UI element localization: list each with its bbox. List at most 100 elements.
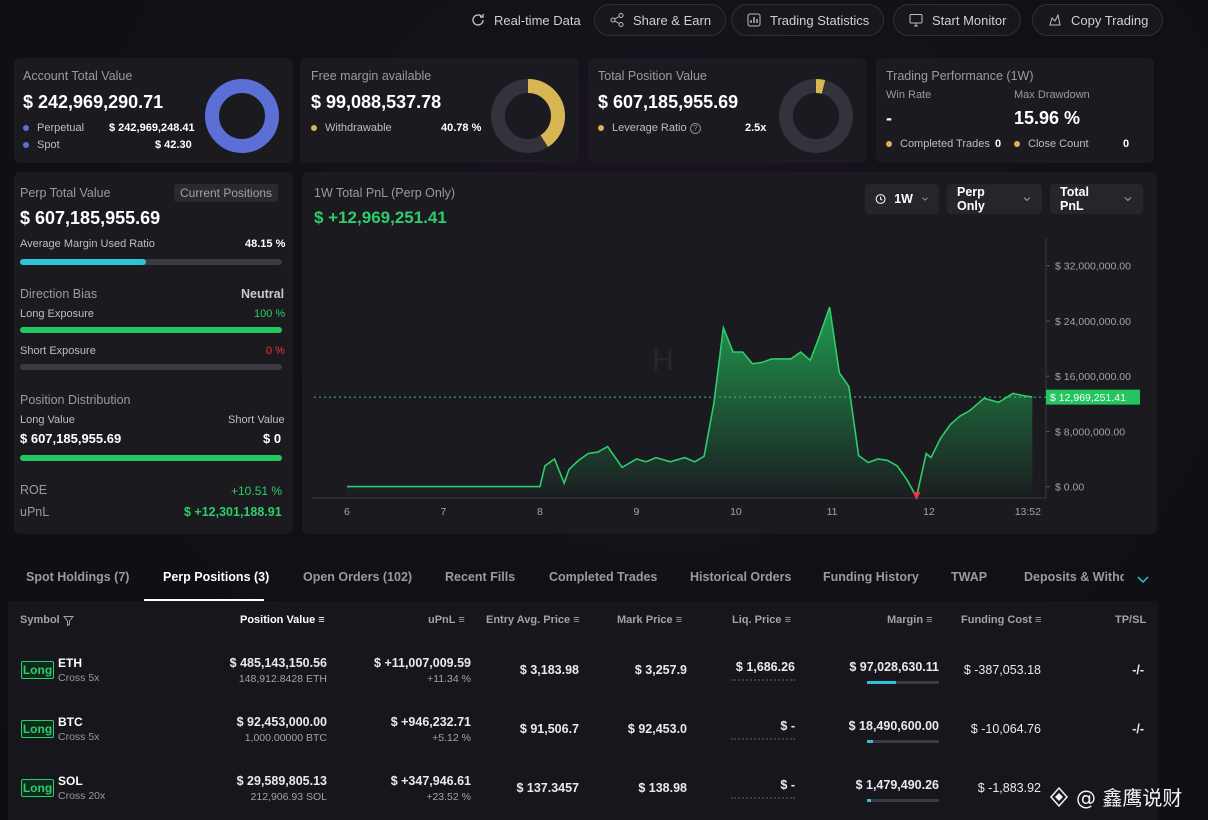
header-position-value[interactable]: Position Value ≡ [240, 614, 325, 626]
long-value: $ 607,185,955.69 [20, 431, 122, 446]
chevron-down-icon [1023, 197, 1031, 202]
tab-spot-holdings[interactable]: Spot Holdings (7) [26, 570, 130, 584]
win-rate-label: Win Rate [886, 89, 932, 101]
liq-distance-bar [731, 796, 795, 799]
header-upnl[interactable]: uPnL ≡ [428, 614, 465, 626]
period-select[interactable]: 1W [865, 184, 939, 214]
symbol: ETH [58, 656, 82, 670]
table-row[interactable]: Long SOL Cross 20x $ 29,589,805.13 212,9… [8, 759, 1158, 819]
sort-icon: ≡ [1034, 614, 1042, 626]
position-size: 212,906.93 SOL [250, 791, 327, 803]
start-monitor-button[interactable]: Start Monitor [893, 4, 1022, 36]
close-count-value: 0 [1123, 138, 1130, 150]
copy-trading-icon [1049, 13, 1061, 26]
perp-total-label: Perp Total Value [20, 186, 111, 200]
margin-ratio-bar [20, 259, 282, 265]
copy-trading-button[interactable]: Copy Trading [1032, 4, 1164, 36]
tab-open-orders[interactable]: Open Orders (102) [303, 570, 413, 584]
chevron-down-icon[interactable] [1136, 572, 1150, 586]
completed-trades-value: 0 [995, 138, 1002, 150]
x-tick-label: 12 [923, 506, 935, 518]
tab-twap[interactable]: TWAP [951, 570, 988, 584]
tpsl[interactable]: -/- [1132, 663, 1144, 677]
active-tab-indicator [144, 599, 264, 601]
chevron-down-icon [922, 197, 928, 201]
short-exposure-label: Short Exposure [20, 345, 96, 357]
position-donut-chart [779, 79, 853, 153]
table-row[interactable]: Long BTC Cross 5x $ 92,453,000.00 1,000.… [8, 700, 1158, 760]
header-symbol[interactable]: Symbol [20, 614, 74, 626]
margin-mode: Cross 20x [58, 790, 106, 802]
x-tick-label: 6 [344, 506, 350, 518]
sort-icon: ≡ [926, 614, 933, 626]
mark-price: $ 92,453.0 [627, 722, 687, 736]
header-margin[interactable]: Margin ≡ [887, 614, 933, 626]
x-tick-label: 7 [440, 506, 446, 518]
x-tick-label: 9 [634, 506, 640, 518]
tab-deposits-withdrawals[interactable]: Deposits & Withd [1024, 570, 1124, 584]
tab-recent-fills[interactable]: Recent Fills [445, 570, 516, 584]
sort-icon: ≡ [573, 614, 580, 626]
perp-summary-panel: Perp Total Value Current Positions $ 607… [14, 172, 293, 534]
position-size: 148,912.8428 ETH [238, 673, 327, 685]
x-tick-label: 11 [827, 506, 838, 518]
metric-select-label: Total PnL [1060, 185, 1089, 213]
account-total-label: Account Total Value [23, 69, 133, 83]
share-earn-label: Share & Earn [633, 12, 712, 28]
side-badge: Long [21, 779, 54, 797]
scope-select[interactable]: Perp Only [947, 184, 1042, 214]
current-positions-tag[interactable]: Current Positions [174, 184, 279, 202]
upnl-percent: +5.12 % [432, 732, 471, 744]
header-funding-cost[interactable]: Funding Cost ≡ [961, 614, 1042, 626]
header-entry-price[interactable]: Entry Avg. Price ≡ [486, 614, 580, 626]
margin-donut-chart [491, 79, 565, 153]
tab-historical-orders[interactable]: Historical Orders [690, 570, 792, 584]
account-donut-chart [205, 79, 279, 153]
table-row[interactable]: Long ETH Cross 5x $ 485,143,150.56 148,9… [8, 641, 1158, 701]
upnl: $ +11,007,009.59 [374, 656, 471, 670]
statistics-icon [747, 13, 761, 27]
trading-statistics-label: Trading Statistics [770, 12, 870, 28]
header-liq-price[interactable]: Liq. Price ≡ [732, 614, 792, 626]
liq-price: $ - [780, 778, 795, 792]
spot-value: $ 42.30 [155, 139, 192, 151]
trading-statistics-button[interactable]: Trading Statistics [731, 4, 885, 36]
entry-price: $ 91,506.7 [519, 722, 579, 736]
chart-watermark: H [652, 344, 674, 377]
chart-title: 1W Total PnL (Perp Only) [314, 186, 456, 200]
position-distribution-label: Position Distribution [20, 393, 131, 407]
share-icon [610, 13, 624, 27]
current-value-text: $ 12,969,251.41 [1050, 392, 1126, 404]
sort-icon: ≡ [318, 614, 325, 626]
brand-logo-icon [1049, 786, 1069, 808]
start-monitor-label: Start Monitor [932, 12, 1007, 28]
max-drawdown-label: Max Drawdown [1014, 89, 1090, 101]
win-rate-value: - [886, 108, 892, 128]
short-value: $ 0 [263, 431, 282, 446]
leverage-legend: Leverage Ratio ? [598, 122, 701, 134]
pnl-area-chart: H $ 32,000,000.00 $ 24,000,000.00 $ 16,000… [312, 238, 1140, 518]
tpsl[interactable]: -/- [1132, 722, 1144, 736]
roe-value: +10.51 % [231, 484, 283, 498]
margin-mode: Cross 5x [58, 731, 100, 743]
metric-select[interactable]: Total PnL [1050, 184, 1143, 214]
perpetual-legend: Perpetual [23, 122, 84, 134]
tab-perp-positions[interactable]: Perp Positions (3) [163, 570, 270, 584]
liq-price: $ 1,686.26 [735, 660, 795, 674]
spot-legend: Spot [23, 139, 60, 151]
y-tick-label: $ 32,000,000.00 [1055, 261, 1131, 273]
realtime-data-button[interactable]: Real-time Data [456, 4, 595, 36]
header-mark-price[interactable]: Mark Price ≡ [617, 614, 683, 626]
chart-pnl-value: $ +12,969,251.41 [314, 208, 447, 227]
direction-bias-label: Direction Bias [20, 287, 98, 301]
free-margin-label: Free margin available [311, 69, 432, 83]
realtime-data-label: Real-time Data [494, 12, 581, 28]
min-point-marker [912, 492, 921, 500]
tab-funding-history[interactable]: Funding History [823, 570, 919, 584]
margin-ratio-label: Average Margin Used Ratio [20, 238, 155, 250]
upnl-label: uPnL [20, 505, 50, 519]
share-earn-button[interactable]: Share & Earn [594, 4, 727, 36]
total-position-card: Total Position Value $ 607,185,955.69 Le… [588, 58, 866, 163]
copy-trading-label: Copy Trading [1071, 12, 1149, 28]
tab-completed-trades[interactable]: Completed Trades [549, 570, 658, 584]
